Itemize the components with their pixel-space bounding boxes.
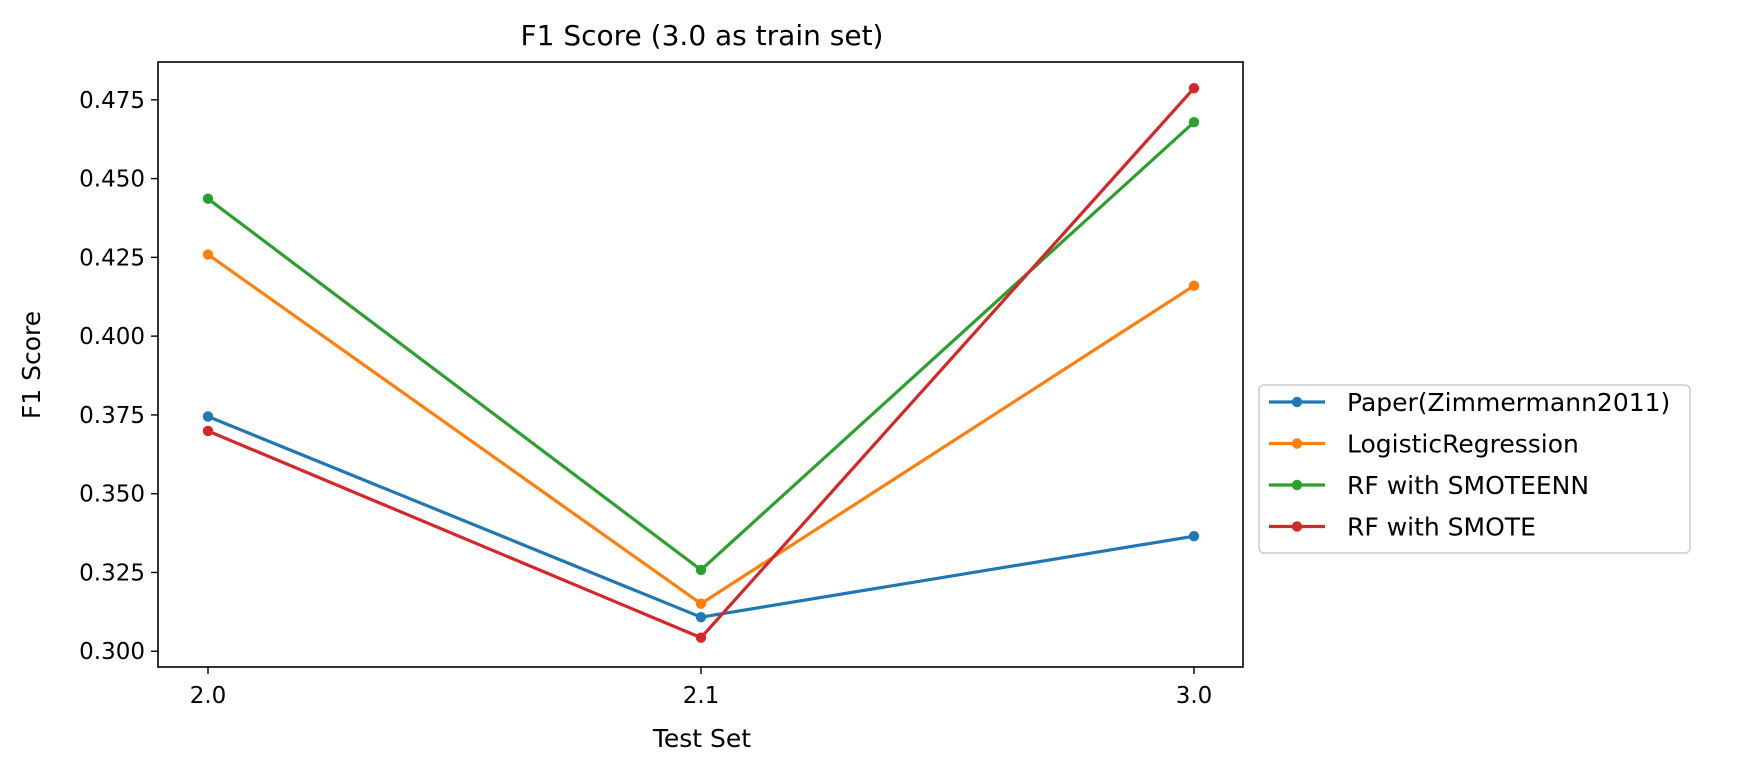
y-tick-label: 0.375	[79, 403, 145, 429]
data-point-rf-with-smote	[695, 632, 707, 643]
data-point-paper-zimmermann2011	[202, 411, 214, 422]
series-line-rf-with-smote	[207, 87, 1196, 640]
x-axis: 2.0 2.1 3.0	[190, 667, 1213, 709]
data-point-rf-with-smote	[202, 425, 214, 437]
y-tick-label: 0.325	[79, 560, 145, 586]
y-tick-label: 0.425	[79, 245, 145, 271]
data-point-logisticregression	[695, 598, 707, 609]
y-tick-label: 0.400	[79, 324, 145, 350]
y-axis: 0.300 0.325 0.350 0.375 0.400 0.425 0.450 0.475	[79, 88, 158, 665]
data-point-logisticregression	[202, 249, 214, 260]
y-tick-label: 0.350	[79, 482, 145, 508]
legend: Paper(Zimmermann2011) LogisticRegression R…	[1258, 384, 1691, 554]
legend-marker	[1291, 438, 1303, 449]
data-point-rf-with-smoteenn	[695, 564, 707, 576]
series-lines	[202, 82, 1200, 643]
series-line-rf-with-smoteenn	[207, 121, 1196, 572]
x-tick-label: 2.1	[683, 683, 720, 709]
legend-label: RF with SMOTEENN	[1347, 471, 1589, 500]
data-point-paper-zimmermann2011	[695, 612, 707, 623]
chart-title: F1 Score (3.0 as train set)	[521, 19, 884, 52]
data-point-logisticregression	[1188, 280, 1200, 291]
y-axis-label: F1 Score	[17, 311, 46, 419]
legend-marker	[1291, 479, 1303, 491]
legend-label: LogisticRegression	[1347, 430, 1579, 459]
y-tick-label: 0.450	[79, 167, 145, 193]
series-line-logisticregression	[207, 253, 1195, 606]
data-point-rf-with-smoteenn	[1188, 116, 1200, 128]
x-axis-label: Test Set	[652, 724, 751, 753]
legend-box	[1258, 384, 1691, 554]
data-point-rf-with-smoteenn	[202, 193, 214, 204]
legend-label: Paper(Zimmermann2011)	[1347, 388, 1670, 417]
legend-marker	[1291, 521, 1303, 532]
plot-area	[157, 61, 1244, 668]
y-tick-label: 0.475	[79, 88, 145, 114]
data-point-rf-with-smote	[1188, 82, 1200, 94]
x-tick-label: 2.0	[190, 683, 227, 709]
data-point-paper-zimmermann2011	[1188, 531, 1200, 542]
legend-label: RF with SMOTE	[1347, 513, 1536, 542]
x-tick-label: 3.0	[1176, 683, 1213, 709]
y-tick-label: 0.300	[79, 639, 145, 665]
series-line-paper-zimmermann2011	[207, 415, 1195, 619]
legend-marker	[1291, 396, 1303, 408]
